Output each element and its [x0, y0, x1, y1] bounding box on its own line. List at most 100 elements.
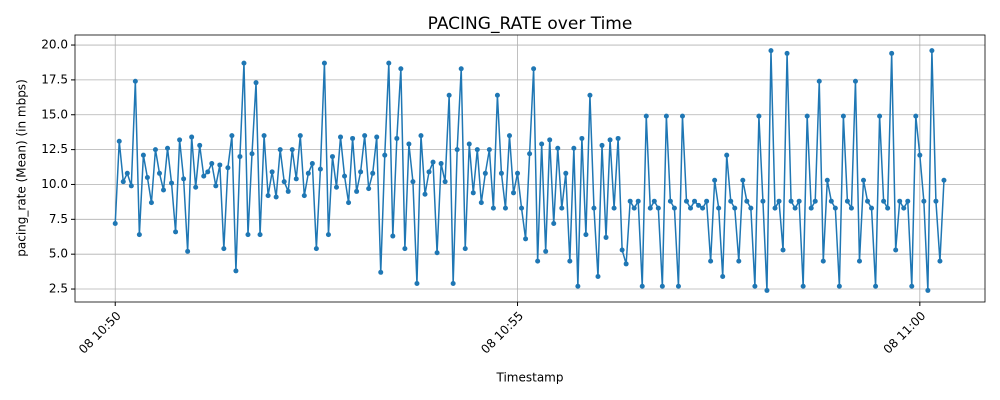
data-point: [897, 198, 903, 204]
data-point: [249, 151, 255, 157]
data-point: [511, 190, 517, 196]
data-point: [482, 170, 488, 176]
data-point: [700, 205, 706, 211]
data-point: [197, 142, 203, 148]
data-point: [792, 205, 798, 211]
data-point: [112, 221, 118, 227]
data-point: [547, 137, 553, 143]
data-point: [929, 48, 935, 54]
data-point: [627, 198, 633, 204]
x-tick-label: 08 11:00: [881, 309, 929, 357]
data-point: [486, 147, 492, 153]
data-point: [394, 135, 400, 141]
data-point: [390, 233, 396, 239]
data-point: [273, 194, 279, 200]
data-point: [647, 205, 653, 211]
data-point: [704, 198, 710, 204]
data-point: [506, 133, 512, 139]
data-point: [221, 246, 227, 252]
data-point: [836, 283, 842, 289]
data-point: [261, 133, 267, 139]
data-point: [905, 198, 911, 204]
data-point: [458, 66, 464, 72]
data-point: [185, 248, 191, 254]
data-point: [804, 113, 810, 119]
data-point: [140, 152, 146, 158]
data-point: [764, 287, 770, 293]
x-tick-label: 08 10:50: [76, 309, 124, 357]
data-point: [591, 205, 597, 211]
data-point: [615, 135, 621, 141]
data-point: [869, 205, 875, 211]
data-point: [406, 141, 412, 147]
data-point: [720, 273, 726, 279]
data-point: [748, 205, 754, 211]
data-point: [901, 205, 907, 211]
data-point: [575, 283, 581, 289]
data-point: [325, 232, 331, 238]
data-point: [595, 273, 601, 279]
y-tick-label: 15.0: [41, 107, 68, 121]
data-point: [253, 80, 259, 86]
data-point: [277, 147, 283, 153]
data-point: [619, 247, 625, 253]
data-point: [688, 205, 694, 211]
data-point: [663, 113, 669, 119]
data-point: [877, 113, 883, 119]
data-point: [611, 205, 617, 211]
data-point: [370, 170, 376, 176]
data-point: [865, 198, 871, 204]
data-point: [675, 283, 681, 289]
data-point: [201, 173, 207, 179]
data-point: [917, 152, 923, 158]
data-point: [531, 66, 537, 72]
data-point: [426, 169, 432, 175]
y-axis-label: pacing_rate (Mean) (in mbps): [15, 79, 29, 256]
data-point: [925, 287, 931, 293]
data-point: [474, 147, 480, 153]
data-point: [378, 269, 384, 275]
data-point: [402, 246, 408, 252]
data-point: [784, 50, 790, 56]
data-point: [128, 183, 134, 189]
data-point: [832, 205, 838, 211]
data-point: [309, 161, 315, 167]
data-point: [788, 198, 794, 204]
data-point: [466, 141, 472, 147]
data-point: [313, 246, 319, 252]
data-point: [708, 258, 714, 264]
data-point: [116, 138, 122, 144]
data-point: [567, 258, 573, 264]
data-point: [772, 205, 778, 211]
data-point: [382, 152, 388, 158]
data-point: [603, 234, 609, 240]
data-point: [169, 180, 175, 186]
data-point: [462, 246, 468, 252]
data-point: [241, 60, 247, 66]
data-point: [909, 283, 915, 289]
data-point: [844, 198, 850, 204]
data-point: [177, 137, 183, 143]
y-tick-label: 10.0: [41, 177, 68, 191]
data-point: [893, 247, 899, 253]
data-point: [305, 170, 311, 176]
data-point: [281, 179, 287, 185]
data-point: [639, 283, 645, 289]
data-point: [667, 198, 673, 204]
data-point: [816, 78, 822, 84]
data-point: [716, 205, 722, 211]
data-point: [840, 113, 846, 119]
data-point: [732, 205, 738, 211]
data-point: [289, 147, 295, 153]
data-point: [728, 198, 734, 204]
data-point: [607, 137, 613, 143]
data-point: [515, 170, 521, 176]
data-point: [679, 113, 685, 119]
data-point: [655, 205, 661, 211]
data-point: [571, 145, 577, 151]
data-point: [796, 198, 802, 204]
data-point: [808, 205, 814, 211]
data-point: [205, 169, 211, 175]
data-point: [245, 232, 251, 238]
